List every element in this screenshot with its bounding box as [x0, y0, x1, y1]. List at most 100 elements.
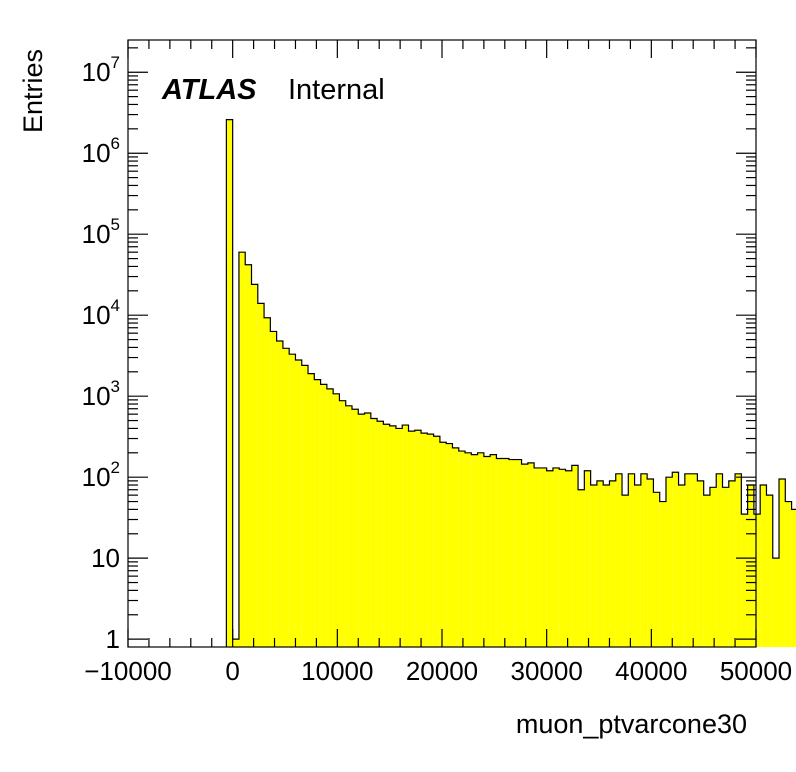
- histogram-bin: [684, 473, 692, 647]
- histogram-bin: [634, 485, 641, 647]
- histogram-bin: [502, 458, 509, 647]
- histogram-bin: [678, 485, 685, 647]
- histogram-bin: [232, 639, 239, 647]
- histogram-bin: [691, 473, 698, 647]
- histogram-bin: [383, 424, 390, 647]
- histogram-bin: [603, 485, 610, 647]
- y-tick-label: 10: [91, 543, 120, 573]
- histogram-bin: [301, 365, 309, 647]
- histogram-bin: [653, 492, 660, 647]
- histogram-bin: [609, 480, 616, 647]
- y-tick-label: 105: [82, 215, 120, 249]
- y-tick-label: 104: [82, 296, 120, 330]
- histogram-bin: [477, 452, 484, 647]
- histogram-bin: [238, 252, 246, 647]
- histogram-bin: [282, 348, 290, 647]
- histogram-bin: [408, 431, 415, 647]
- histogram-bin: [270, 331, 277, 647]
- histogram-bin: [565, 470, 572, 647]
- histogram-bin: [628, 473, 635, 647]
- histogram-bin: [326, 388, 334, 647]
- histogram-bin: [465, 452, 472, 647]
- x-tick-label: 50000: [720, 656, 792, 686]
- histogram-bin: [659, 501, 666, 647]
- histogram-bin: [791, 509, 796, 647]
- histogram-bin: [496, 458, 503, 647]
- histogram-bin: [389, 425, 396, 647]
- histogram-bin: [722, 487, 729, 647]
- histogram-bin: [339, 400, 346, 647]
- histogram-bin: [622, 495, 629, 647]
- histogram-bin: [552, 467, 560, 647]
- histogram-bin: [446, 443, 453, 647]
- histogram-bin: [772, 558, 780, 647]
- histogram-bin: [395, 428, 403, 647]
- histogram-bin: [276, 341, 283, 647]
- histogram-bin: [647, 478, 654, 647]
- x-axis-title: muon_ptvarcone30: [516, 709, 747, 739]
- histogram-bin: [490, 454, 497, 647]
- y-tick-label: 1: [106, 624, 120, 654]
- histogram-bin: [578, 489, 585, 647]
- y-axis-title: Entries: [18, 49, 48, 133]
- histogram-bin: [483, 456, 491, 647]
- histogram-bin: [370, 418, 378, 647]
- histogram-bin: [728, 480, 736, 647]
- histogram-bin: [427, 434, 434, 647]
- histogram-bin: [709, 487, 717, 647]
- histogram-bin: [345, 405, 352, 647]
- histogram-bin: [333, 393, 340, 647]
- histogram-bin: [527, 462, 535, 647]
- histogram-bin: [615, 473, 623, 647]
- histogram-bin: [226, 119, 233, 647]
- histogram-bin: [766, 495, 773, 647]
- y-tick-label: 106: [82, 134, 120, 168]
- histogram-bin: [433, 436, 440, 647]
- histogram-bin: [421, 433, 428, 647]
- histogram-bin: [540, 467, 547, 647]
- histogram-bin: [546, 470, 553, 647]
- y-tick-label: 107: [82, 53, 120, 87]
- histogram-bin: [358, 414, 365, 647]
- histogram-bin: [590, 485, 597, 647]
- axis-ticks: [127, 40, 757, 647]
- histogram-bars: [226, 119, 796, 647]
- x-tick-label: 40000: [615, 656, 687, 686]
- histogram-bin: [785, 501, 792, 647]
- histogram-bin: [264, 317, 271, 647]
- y-tick-labels: 1 10 102 103 104 105 106 107: [82, 53, 120, 654]
- y-tick-label: 103: [82, 377, 120, 411]
- histogram-bin: [308, 373, 315, 647]
- histogram-bin: [257, 303, 265, 647]
- histogram-bin: [760, 485, 767, 647]
- histogram-bin: [320, 384, 327, 647]
- histogram-bin: [703, 495, 710, 647]
- histogram-bin: [640, 473, 648, 647]
- histogram-bin: [753, 514, 761, 647]
- histogram-bin: [672, 472, 679, 647]
- histogram-bin: [351, 409, 359, 647]
- histogram-bin: [471, 454, 478, 647]
- histogram-bin: [377, 421, 384, 647]
- histogram-bin: [735, 473, 742, 647]
- histogram-bin: [534, 467, 541, 647]
- histogram-bin: [245, 264, 252, 647]
- histogram-bin: [452, 447, 459, 647]
- histogram-bin: [508, 459, 516, 647]
- histogram-bin: [571, 465, 579, 647]
- y-tick-label: 102: [82, 458, 120, 492]
- histogram-bin: [596, 480, 604, 647]
- x-tick-label: 30000: [511, 656, 583, 686]
- atlas-label: ATLAS: [161, 74, 257, 106]
- histogram-bin: [364, 412, 371, 647]
- histogram-bin: [402, 425, 409, 647]
- x-tick-labels: −10000 0 10000 20000 30000 40000 50000: [84, 656, 792, 686]
- histogram-bin: [779, 478, 786, 647]
- histogram-bin: [458, 451, 466, 647]
- internal-label: Internal: [288, 74, 385, 106]
- histogram-bin: [251, 284, 258, 647]
- histogram-bin: [665, 477, 673, 647]
- histogram-bin: [289, 354, 296, 647]
- histogram-bin: [414, 430, 422, 647]
